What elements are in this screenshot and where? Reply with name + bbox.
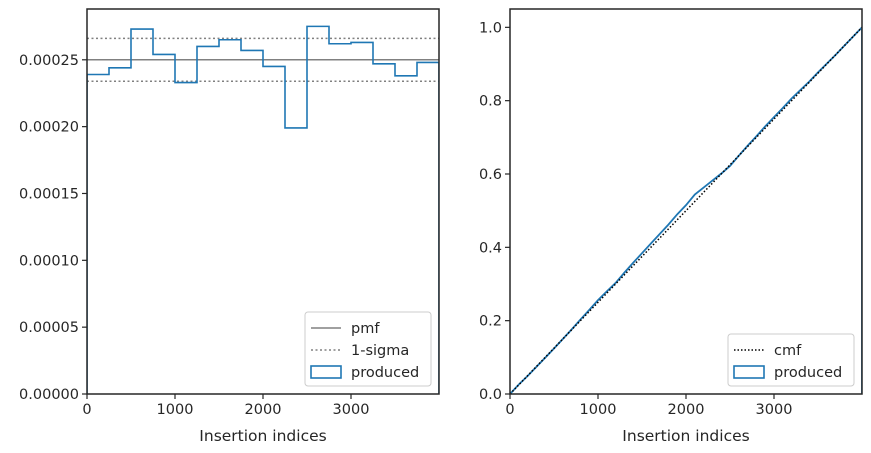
legend-swatch-produced: [310, 365, 342, 379]
y-tick-label: 0.6: [479, 167, 502, 183]
legend-swatch-produced: [733, 365, 765, 379]
x-tick-label: 2000: [668, 402, 705, 418]
y-tick-label: 0.00005: [19, 320, 79, 336]
plot-area: [510, 26, 862, 394]
y-tick-label: 0.00015: [19, 186, 79, 202]
legend-label: produced: [351, 365, 419, 381]
right-cumulative-panel: 0 1000 2000 3000 0.0 0.2 0.4 0.6 0.8 1.0 Insertion…: [479, 8, 863, 445]
legend: pmf 1-sigma produced: [304, 311, 432, 387]
x-tick-label: 1000: [157, 402, 194, 418]
legend: cmf produced: [727, 333, 855, 387]
x-tick-label: 0: [82, 402, 91, 418]
y-tick-label: 0.4: [479, 240, 502, 256]
x-axis-title: Insertion indices: [199, 427, 326, 445]
legend-box: [304, 311, 432, 387]
y-tick-label: 0.0: [479, 387, 502, 403]
legend-label: pmf: [351, 321, 380, 337]
x-tick-label: 1000: [580, 402, 617, 418]
y-tick-label: 1.0: [479, 20, 502, 36]
legend-box: [727, 333, 855, 387]
x-tick-label: 3000: [333, 402, 370, 418]
legend-label: cmf: [774, 343, 802, 359]
y-tick-label: 0.00010: [19, 253, 79, 269]
legend-label: produced: [774, 365, 842, 381]
x-tick-label: 3000: [756, 402, 793, 418]
plot-area: [87, 25, 439, 394]
legend-label: 1-sigma: [351, 343, 409, 359]
y-tick-label: 0.00020: [19, 120, 79, 136]
y-tick-label: 0.00025: [19, 53, 79, 69]
x-tick-label: 0: [505, 402, 514, 418]
produced-step-histogram: [87, 25, 439, 394]
y-tick-label: 0.8: [479, 94, 502, 110]
x-axis-title: Insertion indices: [622, 427, 749, 445]
cmf-line: [510, 26, 862, 394]
x-tick-label: 2000: [245, 402, 282, 418]
y-tick-label: 0.00000: [19, 387, 79, 403]
left-histogram-panel: 0 1000 2000 3000 0.00000 0.00005 0.00010 0.0001…: [19, 8, 440, 445]
y-tick-label: 0.2: [479, 314, 502, 330]
